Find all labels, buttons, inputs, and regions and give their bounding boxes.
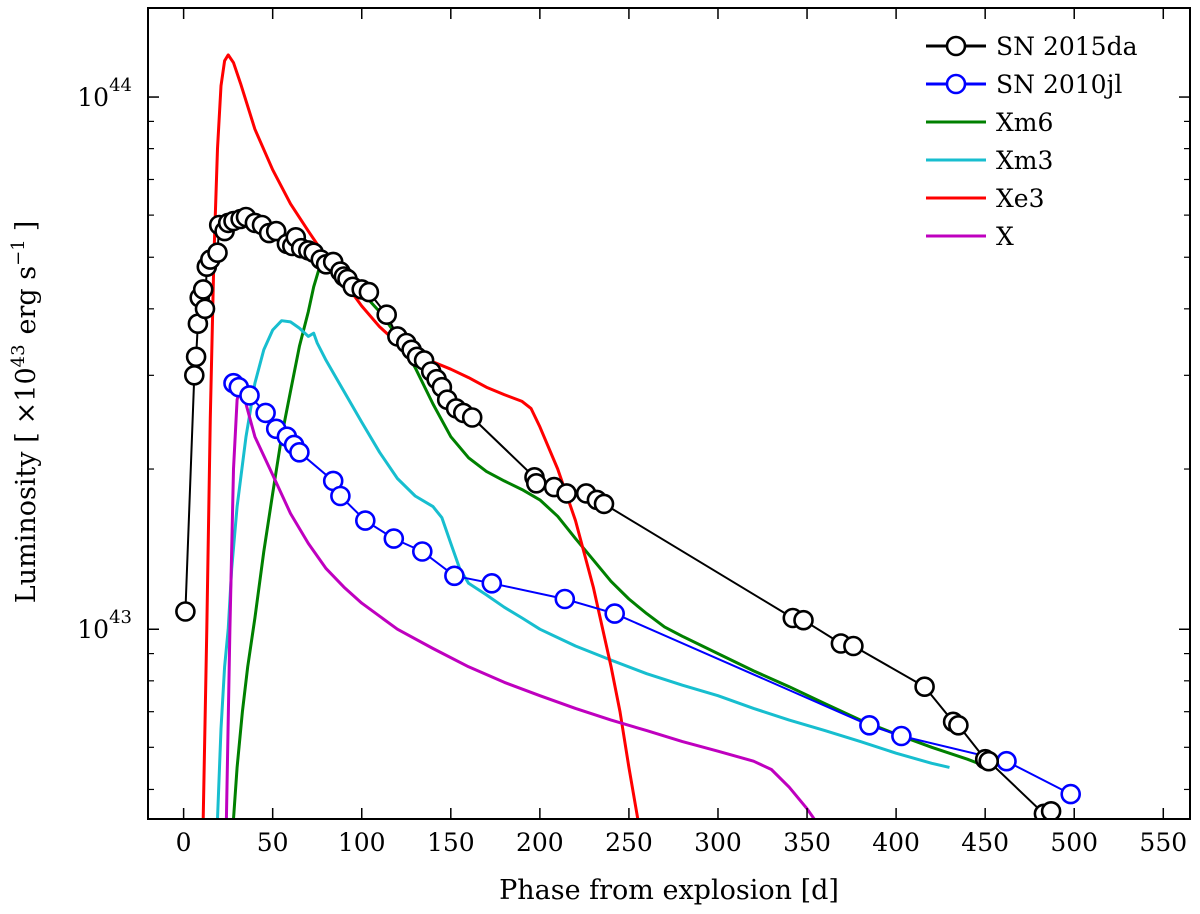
x-tick-label: 100 xyxy=(338,828,386,857)
x-tick-label: 550 xyxy=(1139,828,1187,857)
axis-ticks xyxy=(148,8,1190,819)
legend-marker xyxy=(945,35,967,57)
legend-label: Xm6 xyxy=(996,108,1053,137)
data-point-sn-2010jl xyxy=(289,441,310,463)
x-tick-label: 500 xyxy=(1050,828,1098,857)
y-axis-label: Luminosity [ ×1043 erg s−1] xyxy=(8,221,42,604)
y-label-suffix: ] xyxy=(11,221,42,232)
y-label-mid: erg s xyxy=(11,266,42,335)
data-point-sn-2015da xyxy=(556,483,577,504)
y-label-exp: 43 xyxy=(8,344,29,367)
legend-label: Xe3 xyxy=(996,184,1045,213)
data-point-sn-2010jl xyxy=(996,750,1017,772)
x-tick-label: 250 xyxy=(605,828,653,857)
data-point-sn-2010jl xyxy=(255,402,276,424)
legend-entry-x: X xyxy=(926,222,1014,251)
x-tick-label: 0 xyxy=(176,828,192,857)
y-label-prefix: Luminosity [ xyxy=(11,432,42,603)
x-axis-label: Phase from explosion [d] xyxy=(499,875,839,906)
y-label-sexp: −1 xyxy=(8,239,29,266)
data-point-sn-2015da xyxy=(914,676,935,698)
legend: SN 2015da SN 2010jl Xm6 Xm3 Xe3 X xyxy=(926,32,1138,251)
legend-label: X xyxy=(996,222,1014,251)
x-tick-label: 200 xyxy=(516,828,564,857)
data-point-sn-2015da xyxy=(207,242,228,263)
legend-entry-xm6: Xm6 xyxy=(926,108,1053,137)
data-point-sn-2015da xyxy=(192,279,214,300)
data-point-sn-2015da xyxy=(793,609,814,631)
legend-label: SN 2010jl xyxy=(996,70,1122,99)
data-point-sn-2015da xyxy=(376,304,398,326)
series-line-xm3 xyxy=(216,319,950,819)
data-point-sn-2010jl xyxy=(239,385,260,406)
x-tick-label: 450 xyxy=(961,828,1009,857)
data-point-sn-2015da xyxy=(358,281,380,303)
data-point-sn-2010jl xyxy=(554,588,576,610)
data-point-sn-2010jl xyxy=(859,714,880,736)
data-point-sn-2010jl xyxy=(383,528,405,549)
data-point-sn-2010jl xyxy=(354,510,376,531)
plot-area xyxy=(175,53,1081,819)
data-point-sn-2015da xyxy=(843,635,864,657)
x-tick-label: 150 xyxy=(427,828,475,857)
legend-entry-sn-2015da: SN 2015da xyxy=(926,32,1138,61)
legend-entry-xm3: Xm3 xyxy=(926,146,1053,175)
data-point-sn-2015da xyxy=(175,601,196,622)
legend-entry-xe3: Xe3 xyxy=(926,184,1045,213)
data-point-sn-2010jl xyxy=(481,572,503,594)
y-tick-label: 1043 xyxy=(77,607,132,644)
tick-labels: 0 50 100 150 200 250 300 350 400 450 500 550 1043 104… xyxy=(77,75,1187,857)
data-point-sn-2010jl xyxy=(891,725,912,747)
plot-frame xyxy=(147,7,1191,820)
data-point-sn-2015da xyxy=(948,714,969,736)
x-tick-label: 350 xyxy=(783,828,831,857)
data-point-sn-2015da xyxy=(1040,801,1062,819)
legend-label: SN 2015da xyxy=(996,32,1138,61)
x-tick-label: 400 xyxy=(872,828,920,857)
data-point-sn-2010jl xyxy=(444,565,465,587)
series-sn-2015da xyxy=(175,206,1062,819)
x-tick-label: 50 xyxy=(257,828,289,857)
data-point-sn-2015da xyxy=(461,407,483,428)
data-point-sn-2010jl xyxy=(604,603,626,624)
legend-marker xyxy=(945,73,967,95)
series-sn-2010jl xyxy=(223,372,1081,805)
data-point-sn-2015da xyxy=(194,298,216,320)
data-point-sn-2015da xyxy=(978,750,1000,772)
data-point-sn-2015da xyxy=(525,472,547,494)
x-tick-label: 300 xyxy=(694,828,742,857)
legend-entry-sn-2010jl: SN 2010jl xyxy=(926,70,1122,99)
data-point-sn-2015da xyxy=(184,364,205,386)
data-point-sn-2015da xyxy=(185,346,207,368)
data-point-sn-2015da xyxy=(593,493,615,515)
data-point-sn-2010jl xyxy=(330,485,351,507)
y-label-unit: ×10 xyxy=(11,367,42,424)
series-xm3 xyxy=(216,319,950,819)
y-tick-label: 1044 xyxy=(77,75,132,112)
legend-label: Xm3 xyxy=(996,146,1053,175)
data-point-sn-2010jl xyxy=(1060,783,1081,805)
data-point-sn-2010jl xyxy=(411,541,433,562)
